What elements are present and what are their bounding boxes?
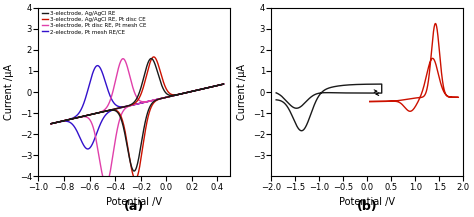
X-axis label: Potential /V: Potential /V xyxy=(339,197,395,207)
Y-axis label: Current /μA: Current /μA xyxy=(237,64,247,120)
Text: (a): (a) xyxy=(124,200,145,213)
Text: (b): (b) xyxy=(357,200,378,213)
X-axis label: Potential /V: Potential /V xyxy=(106,197,162,207)
Y-axis label: Current /μA: Current /μA xyxy=(4,64,14,120)
Legend: 3-electrode, Ag/AgCl RE, 3-electrode, Ag/AgCl RE, Pt disc CE, 3-electrode, Pt di: 3-electrode, Ag/AgCl RE, 3-electrode, Ag… xyxy=(41,10,147,35)
